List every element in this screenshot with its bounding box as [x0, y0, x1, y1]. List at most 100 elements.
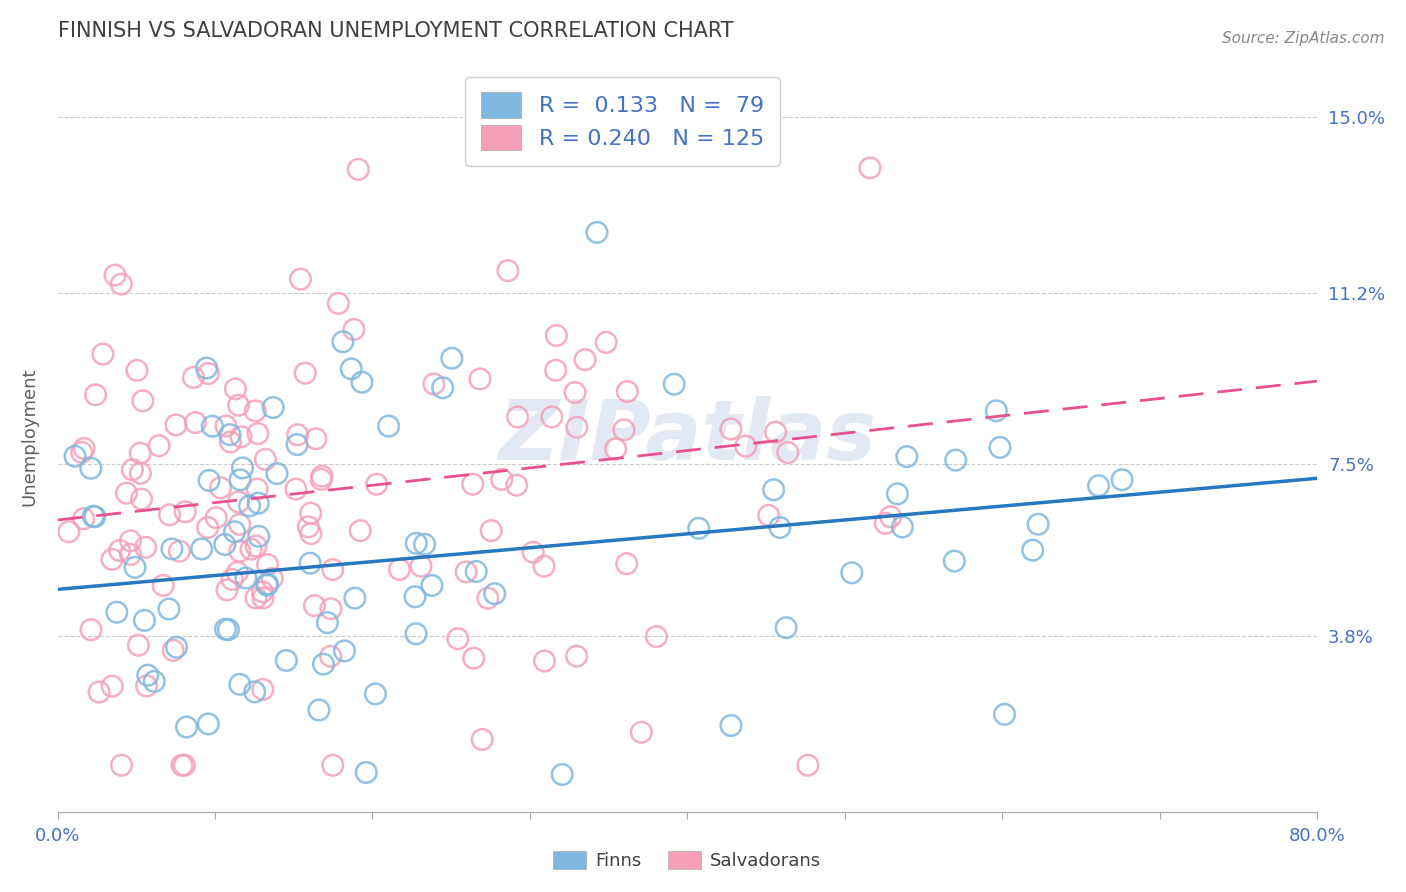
Point	[239, 499, 262, 513]
Point	[311, 469, 333, 483]
Point	[762, 483, 785, 497]
Point	[993, 707, 1015, 722]
Point	[496, 263, 519, 277]
Point	[247, 529, 270, 543]
Point	[405, 626, 427, 640]
Point	[162, 643, 184, 657]
Point	[256, 577, 278, 591]
Point	[135, 679, 157, 693]
Point	[377, 419, 399, 434]
Point	[209, 481, 232, 495]
Point	[565, 420, 588, 434]
Point	[405, 536, 427, 550]
Point	[84, 388, 107, 402]
Point	[262, 571, 284, 585]
Point	[720, 718, 742, 732]
Point	[120, 533, 142, 548]
Point	[616, 384, 638, 399]
Point	[305, 432, 328, 446]
Point	[630, 725, 652, 739]
Point	[176, 720, 198, 734]
Point	[219, 427, 242, 442]
Point	[758, 508, 780, 523]
Point	[152, 578, 174, 592]
Point	[299, 506, 322, 520]
Point	[83, 509, 105, 524]
Point	[409, 559, 432, 574]
Point	[544, 363, 567, 377]
Point	[896, 450, 918, 464]
Point	[284, 482, 307, 496]
Point	[688, 521, 710, 535]
Point	[183, 370, 205, 384]
Point	[124, 560, 146, 574]
Point	[245, 539, 267, 553]
Point	[72, 511, 94, 525]
Point	[886, 487, 908, 501]
Point	[595, 335, 617, 350]
Point	[290, 272, 312, 286]
Point	[157, 602, 180, 616]
Point	[664, 377, 686, 392]
Point	[125, 363, 148, 377]
Point	[166, 640, 188, 655]
Point	[195, 361, 218, 376]
Point	[229, 430, 252, 444]
Point	[256, 558, 278, 572]
Point	[333, 644, 356, 658]
Point	[456, 565, 478, 579]
Point	[364, 687, 387, 701]
Point	[104, 268, 127, 282]
Point	[58, 524, 80, 539]
Point	[332, 334, 354, 349]
Point	[105, 605, 128, 619]
Point	[252, 591, 274, 605]
Point	[354, 765, 377, 780]
Point	[240, 542, 263, 557]
Point	[322, 563, 344, 577]
Point	[343, 322, 366, 336]
Point	[285, 437, 308, 451]
Point	[120, 548, 142, 562]
Point	[1022, 543, 1045, 558]
Point	[190, 541, 212, 556]
Point	[173, 758, 195, 772]
Point	[309, 472, 332, 486]
Point	[564, 385, 586, 400]
Point	[201, 419, 224, 434]
Point	[859, 161, 882, 175]
Point	[197, 520, 219, 534]
Y-axis label: Unemployment: Unemployment	[21, 368, 39, 506]
Point	[343, 591, 366, 606]
Point	[246, 482, 269, 496]
Point	[347, 162, 370, 177]
Point	[875, 516, 897, 531]
Point	[986, 404, 1008, 418]
Point	[765, 425, 787, 439]
Point	[797, 758, 820, 772]
Point	[841, 566, 863, 580]
Point	[159, 508, 181, 522]
Point	[541, 409, 564, 424]
Point	[80, 461, 103, 475]
Text: ZIPatlas: ZIPatlas	[498, 396, 876, 477]
Point	[440, 351, 463, 366]
Point	[108, 543, 131, 558]
Point	[420, 578, 443, 592]
Point	[891, 520, 914, 534]
Point	[349, 524, 371, 538]
Point	[215, 582, 238, 597]
Point	[943, 554, 966, 568]
Point	[491, 472, 513, 486]
Point	[1111, 473, 1133, 487]
Point	[388, 562, 411, 576]
Point	[299, 526, 322, 541]
Point	[463, 651, 485, 665]
Point	[229, 473, 252, 487]
Point	[235, 571, 257, 585]
Point	[945, 453, 967, 467]
Point	[101, 552, 124, 566]
Point	[247, 496, 270, 510]
Point	[198, 474, 221, 488]
Point	[776, 445, 799, 459]
